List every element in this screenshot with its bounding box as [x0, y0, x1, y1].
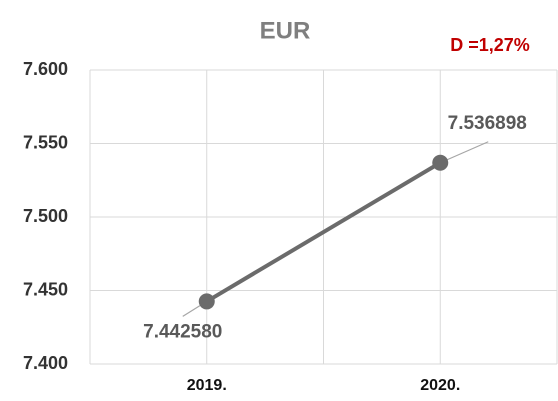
x-tick-label: 2020.: [420, 377, 460, 394]
annotation: D =1,27%: [450, 35, 530, 55]
point: [198, 293, 215, 310]
chart-title: EUR: [260, 17, 311, 44]
y-tick-label: 7.450: [23, 279, 68, 299]
line: [205, 161, 442, 304]
leader-line: [440, 141, 489, 164]
y-tick-label: 7.500: [23, 206, 68, 226]
y-tick-label: 7.600: [23, 59, 68, 79]
x-tick-label: 2019.: [187, 377, 227, 394]
data-label: 7.536898: [448, 113, 527, 134]
point: [432, 154, 449, 171]
y-tick-label: 7.550: [23, 132, 68, 152]
data-label: 7.442580: [143, 321, 222, 342]
y-tick-label: 7.400: [23, 353, 68, 373]
